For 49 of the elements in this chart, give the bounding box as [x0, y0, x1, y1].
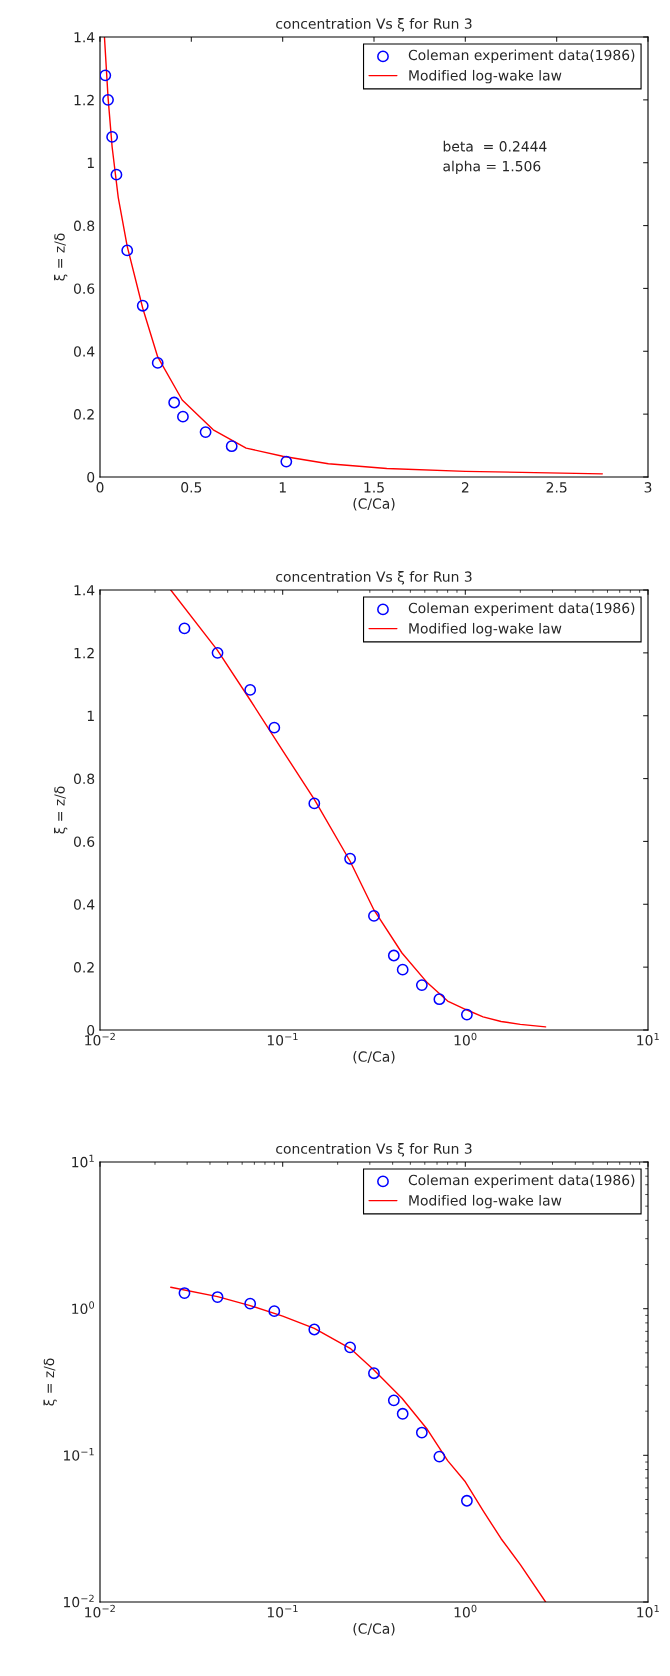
- legend-label: Modified log-wake law: [409, 1194, 562, 1209]
- y-tick-label: 0.4: [73, 899, 95, 910]
- x-axis-title: (C/Ca): [353, 1051, 395, 1064]
- chart-title: concentration Vs ξ for Run 3: [276, 18, 472, 32]
- legend-label: Coleman experiment data(1986): [408, 49, 635, 63]
- annotation: alpha = 1.506: [443, 160, 541, 175]
- legend-label: Coleman experiment data(1986): [408, 1174, 635, 1188]
- y-tick-label: 0.2: [73, 409, 94, 420]
- x-tick-label: 2: [461, 482, 469, 493]
- chart-title: concentration Vs ξ for Run 3: [276, 1143, 472, 1157]
- y-axis-title: ξ = z/δ: [54, 233, 68, 281]
- x-tick-label: 10$^{0}$: [454, 1604, 477, 1618]
- y-tick-label: 0.8: [73, 220, 95, 232]
- x-tick-label: 0: [96, 482, 104, 493]
- y-tick-label: 1.2: [74, 647, 94, 659]
- x-tick-label: 0.5: [181, 482, 202, 493]
- y-tick-label: 0.6: [73, 283, 95, 294]
- y-tick-label: 0: [87, 471, 95, 483]
- y-tick-label: 1.2: [74, 94, 94, 106]
- x-axis-title: (C/Ca): [353, 498, 395, 511]
- y-tick-label: 1.4: [74, 32, 95, 43]
- y-tick-label: 1: [87, 157, 94, 168]
- y-tick-label: 0.8: [73, 773, 95, 785]
- legend-label: Modified log-wake law: [409, 622, 562, 637]
- y-tick-label: 10$^{1}$: [72, 1154, 94, 1168]
- y-tick-label: 1.4: [74, 585, 95, 596]
- y-tick-label: 0.6: [73, 836, 95, 847]
- y-axis-title: ξ = z/δ: [54, 786, 68, 834]
- x-tick-label: 1: [279, 482, 286, 493]
- legend-label: Coleman experiment data(1986): [408, 602, 635, 616]
- y-tick-label: 10$^{−2}$: [64, 1594, 94, 1608]
- y-axis-title: ξ = z/δ: [43, 1358, 57, 1406]
- x-tick-label: 10$^{0}$: [454, 1032, 477, 1046]
- x-tick-label: 3: [644, 482, 652, 493]
- x-axis-title: (C/Ca): [353, 1623, 395, 1636]
- x-tick-label: 2.5: [546, 482, 567, 493]
- y-tick-label: 1: [87, 710, 94, 721]
- y-tick-label: 0.4: [73, 346, 95, 357]
- x-tick-label: 10$^{−1}$: [267, 1604, 298, 1618]
- y-tick-label: 10$^{0}$: [72, 1301, 95, 1315]
- chart-title: concentration Vs ξ for Run 3: [276, 571, 472, 585]
- x-tick-label: 10$^{−1}$: [267, 1032, 298, 1046]
- y-tick-label: 0.2: [73, 962, 94, 973]
- legend-label: Modified log-wake law: [409, 69, 562, 84]
- x-tick-label: 10$^{1}$: [637, 1604, 659, 1618]
- y-tick-label: 10$^{−1}$: [64, 1448, 94, 1461]
- annotation: beta = 0.2444: [443, 140, 547, 152]
- x-tick-label: 10$^{1}$: [637, 1032, 659, 1046]
- x-tick-label: 1.5: [364, 482, 384, 493]
